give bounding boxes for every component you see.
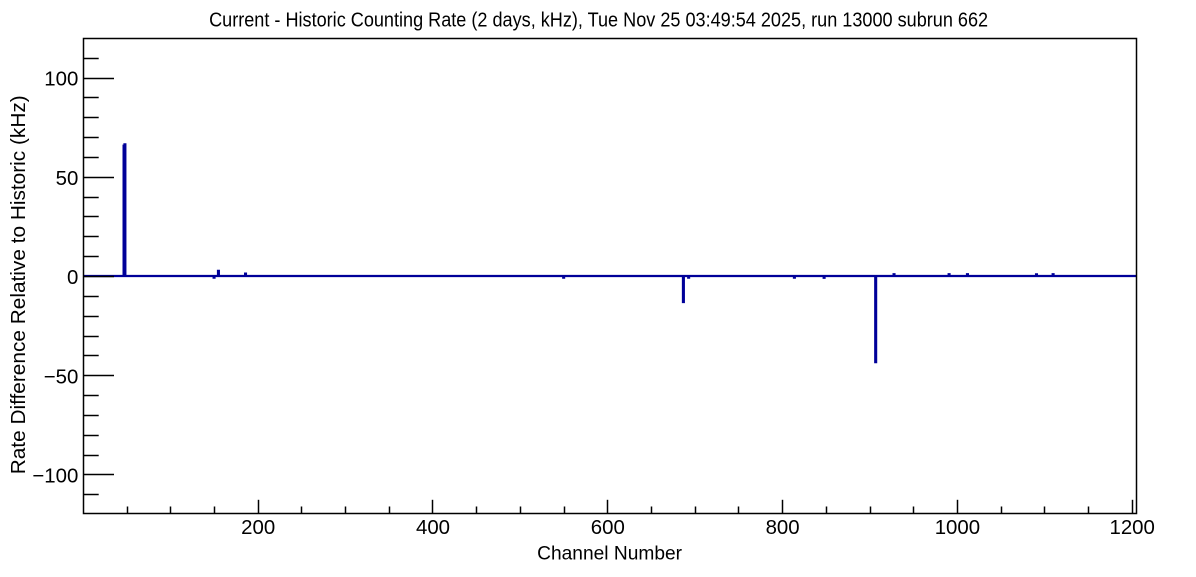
svg-text:Channel Number: Channel Number <box>537 542 682 564</box>
svg-text:0: 0 <box>67 267 78 289</box>
svg-text:−100: −100 <box>32 466 78 488</box>
svg-text:400: 400 <box>416 517 450 539</box>
svg-text:200: 200 <box>241 517 275 539</box>
svg-text:1000: 1000 <box>935 517 980 539</box>
svg-text:1200: 1200 <box>1110 517 1155 539</box>
svg-text:800: 800 <box>766 517 800 539</box>
svg-text:50: 50 <box>56 168 79 190</box>
svg-text:100: 100 <box>44 69 78 91</box>
svg-text:600: 600 <box>591 517 625 539</box>
svg-text:−50: −50 <box>44 366 79 388</box>
svg-text:Rate Difference Relative to Hi: Rate Difference Relative to Historic (kH… <box>8 95 30 474</box>
svg-text:Current - Historic Counting Ra: Current - Historic Counting Rate (2 days… <box>209 10 988 32</box>
